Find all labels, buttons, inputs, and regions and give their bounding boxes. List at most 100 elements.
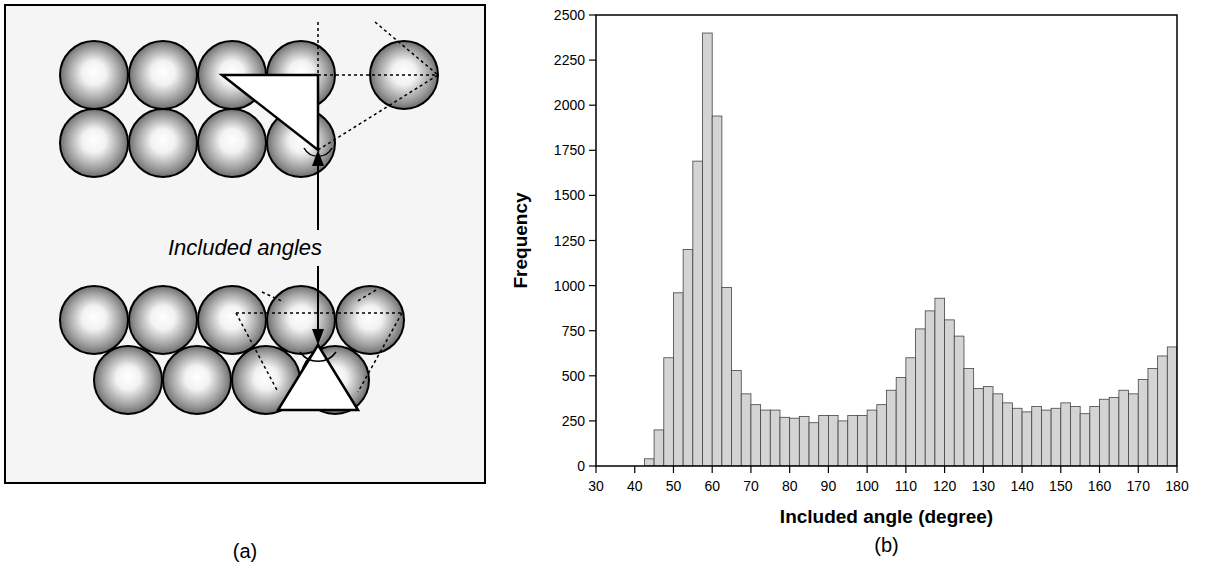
x-tick-label: 100 <box>855 478 879 494</box>
y-tick-label: 2250 <box>554 52 585 68</box>
y-tick <box>589 59 596 60</box>
x-tick <box>828 466 829 473</box>
bar <box>1167 347 1177 466</box>
bar <box>1041 410 1051 466</box>
y-tick-label: 500 <box>562 368 586 384</box>
y-tick-label: 1000 <box>554 278 585 294</box>
y-tick-label: 2500 <box>554 7 585 23</box>
x-tick-label: 70 <box>743 478 759 494</box>
y-tick-label: 2000 <box>554 97 585 113</box>
bar <box>1022 412 1032 466</box>
x-tick-label: 160 <box>1088 478 1112 494</box>
x-tick-label: 140 <box>1010 478 1034 494</box>
bar <box>722 287 732 466</box>
bar <box>673 293 683 466</box>
bars <box>644 33 1177 466</box>
bar <box>664 358 674 466</box>
x-tick <box>634 466 635 473</box>
sphere <box>267 286 335 354</box>
plot-frame <box>596 15 1177 466</box>
bar <box>644 459 654 466</box>
x-tick-label: 60 <box>704 478 720 494</box>
y-tick-label: 250 <box>562 413 586 429</box>
x-tick <box>1099 466 1100 473</box>
sphere <box>163 346 231 414</box>
figure: Included angles(a)3040506070809010011012… <box>0 0 1220 569</box>
y-tick <box>589 105 596 106</box>
y-tick <box>589 240 596 241</box>
bar <box>954 336 964 466</box>
bar <box>906 358 916 466</box>
bar <box>693 161 703 466</box>
bar <box>1138 379 1148 466</box>
y-tick <box>589 195 596 196</box>
bar <box>983 387 993 466</box>
x-tick <box>905 466 906 473</box>
bar <box>857 415 867 466</box>
bar <box>770 410 780 466</box>
bar <box>654 430 664 466</box>
x-tick-label: 170 <box>1127 478 1151 494</box>
x-tick <box>673 466 674 473</box>
x-tick-label: 180 <box>1165 478 1189 494</box>
x-tick-label: 150 <box>1049 478 1073 494</box>
bar <box>1148 369 1158 466</box>
x-tick <box>1176 466 1177 473</box>
sphere <box>198 286 266 354</box>
sphere <box>336 286 404 354</box>
bar <box>1012 408 1022 466</box>
x-tick <box>867 466 868 473</box>
panel-label: (a) <box>233 540 257 562</box>
x-tick-label: 110 <box>895 478 918 494</box>
bar <box>761 410 771 466</box>
arrow <box>317 266 319 335</box>
bar <box>916 329 926 466</box>
bar <box>848 415 858 466</box>
y-tick-label: 1750 <box>554 142 585 158</box>
sphere <box>60 109 128 177</box>
x-tick <box>983 466 984 473</box>
histogram-panel: 3040506070809010011012013014015016017018… <box>510 7 1189 556</box>
bar <box>703 33 713 466</box>
x-tick <box>1138 466 1139 473</box>
sphere <box>60 286 128 354</box>
bar <box>993 394 1003 466</box>
y-axis-title: Frequency <box>510 192 531 289</box>
bar <box>780 417 790 466</box>
bar <box>877 405 887 466</box>
bar <box>1129 394 1139 466</box>
sphere <box>198 109 266 177</box>
bar <box>790 418 800 466</box>
triangle <box>278 345 358 410</box>
guide-line <box>317 22 319 75</box>
x-tick <box>789 466 790 473</box>
y-tick-label: 1250 <box>554 233 585 249</box>
guide-line <box>262 292 284 302</box>
bar <box>1080 414 1090 466</box>
bar <box>1109 397 1119 466</box>
y-tick-label: 750 <box>562 323 586 339</box>
guide-line <box>236 313 278 392</box>
guide-line <box>375 22 438 75</box>
bar <box>945 320 955 466</box>
guide-line <box>318 75 438 150</box>
sphere <box>60 41 128 109</box>
bar <box>1090 406 1100 466</box>
diagram-frame <box>5 5 485 483</box>
bar <box>809 423 819 466</box>
x-tick <box>1060 466 1061 473</box>
bar <box>1158 356 1168 466</box>
bar <box>925 311 935 466</box>
bar <box>828 415 838 466</box>
bar <box>1003 403 1013 466</box>
bar <box>732 370 742 466</box>
panel-label: (b) <box>874 534 898 556</box>
bar <box>1100 399 1110 466</box>
arrow <box>317 160 319 230</box>
sphere <box>94 346 162 414</box>
y-tick <box>589 330 596 331</box>
y-tick <box>589 465 596 466</box>
y-tick <box>589 375 596 376</box>
x-axis-title: Included angle (degree) <box>780 506 993 527</box>
bar <box>838 421 848 466</box>
